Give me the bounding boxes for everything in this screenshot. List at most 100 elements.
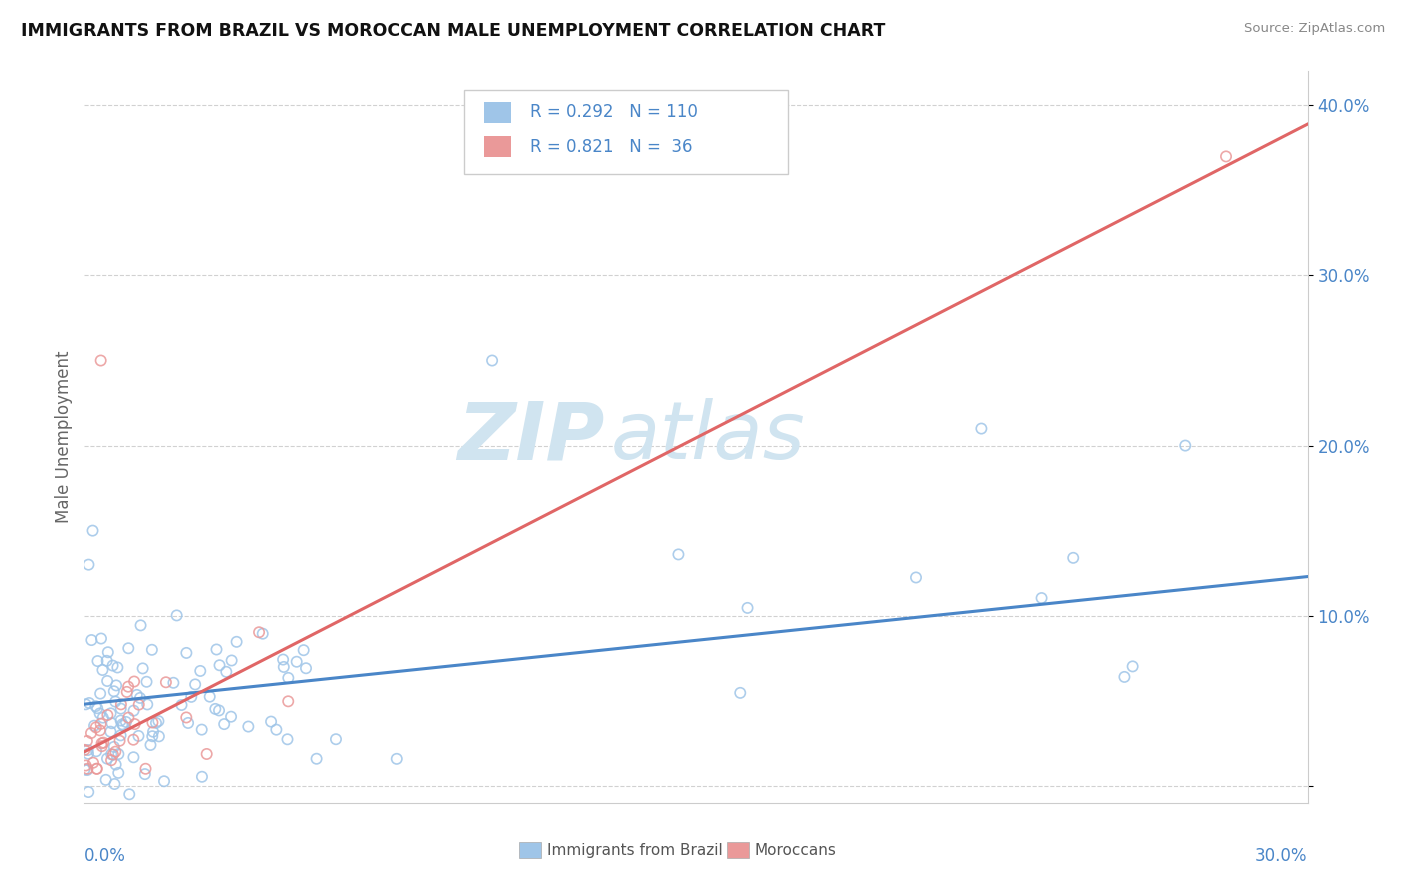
Point (285, 655, 308, 669)
Point (76, 734, 98, 748)
Point (148, 730, 170, 744)
Point (77, 558, 100, 572)
Point (177, 715, 200, 730)
Point (252, 626, 274, 640)
Point (247, 625, 270, 640)
Point (90, 353, 112, 368)
Point (110, 728, 132, 742)
Point (89, 706, 111, 721)
Point (728, 686, 751, 700)
Point (77, 696, 100, 710)
Point (83, 719, 105, 733)
Point (108, 733, 131, 747)
Point (135, 762, 157, 776)
Point (292, 643, 315, 657)
Point (118, 787, 141, 801)
Text: ZIP: ZIP (457, 398, 605, 476)
Text: Immigrants from Brazil: Immigrants from Brazil (547, 843, 723, 858)
Point (96, 673, 118, 688)
Point (80, 633, 103, 648)
Point (105, 678, 128, 692)
Point (174, 710, 197, 724)
Point (141, 715, 163, 730)
Point (122, 704, 145, 718)
Point (127, 729, 149, 743)
Y-axis label: Male Unemployment: Male Unemployment (55, 351, 73, 524)
FancyBboxPatch shape (464, 90, 787, 174)
Point (190, 723, 212, 737)
Text: Source: ZipAtlas.com: Source: ZipAtlas.com (1244, 22, 1385, 36)
Point (162, 675, 184, 690)
Point (100, 753, 122, 767)
Text: R = 0.821   N =  36: R = 0.821 N = 36 (530, 137, 692, 156)
Point (204, 702, 226, 716)
Point (166, 608, 188, 623)
Point (122, 750, 145, 764)
Point (77, 747, 100, 761)
Point (145, 715, 167, 730)
Point (90, 736, 112, 750)
Point (82, 524, 104, 538)
Point (91, 736, 114, 750)
Point (1215, 149, 1237, 163)
Point (129, 618, 152, 632)
Point (104, 695, 127, 709)
Point (96, 751, 118, 765)
Text: atlas: atlas (610, 398, 806, 476)
Point (325, 732, 347, 747)
Point (148, 714, 170, 728)
Point (117, 680, 139, 694)
Point (89, 723, 111, 738)
Point (73, 763, 96, 777)
Point (668, 548, 690, 562)
Text: 0.0%: 0.0% (84, 847, 127, 864)
Text: 30.0%: 30.0% (1256, 847, 1308, 864)
Point (100, 747, 122, 762)
Point (84, 720, 107, 734)
Point (131, 661, 153, 675)
Point (238, 720, 260, 734)
Point (115, 685, 138, 699)
Point (176, 646, 198, 660)
Point (73, 743, 96, 757)
Point (142, 724, 165, 739)
Point (184, 677, 207, 691)
Point (107, 765, 129, 780)
Point (219, 709, 242, 723)
Point (141, 729, 163, 743)
FancyBboxPatch shape (484, 136, 512, 157)
Point (122, 732, 145, 747)
Point (208, 703, 231, 717)
Point (103, 739, 125, 754)
Point (205, 642, 228, 657)
Point (86, 762, 108, 776)
Point (305, 752, 328, 766)
Point (128, 698, 150, 712)
Point (970, 421, 993, 435)
Point (82, 756, 104, 770)
Point (295, 661, 318, 675)
Point (76, 763, 98, 777)
Point (97, 645, 120, 659)
Point (904, 570, 927, 584)
Point (1174, 439, 1197, 453)
Point (111, 717, 134, 731)
Point (276, 732, 298, 747)
Point (104, 745, 127, 759)
Point (170, 698, 193, 712)
Point (191, 770, 214, 784)
Point (84, 699, 107, 714)
Text: R = 0.292   N = 110: R = 0.292 N = 110 (530, 103, 697, 121)
Point (134, 767, 156, 781)
Point (141, 642, 163, 657)
Point (80, 726, 103, 740)
Point (110, 698, 132, 712)
Point (208, 658, 231, 673)
Point (91, 711, 114, 725)
Point (75, 698, 97, 712)
Point (76, 762, 98, 776)
Point (115, 714, 138, 729)
Point (91, 663, 114, 677)
Point (221, 653, 243, 667)
Point (75, 758, 97, 772)
